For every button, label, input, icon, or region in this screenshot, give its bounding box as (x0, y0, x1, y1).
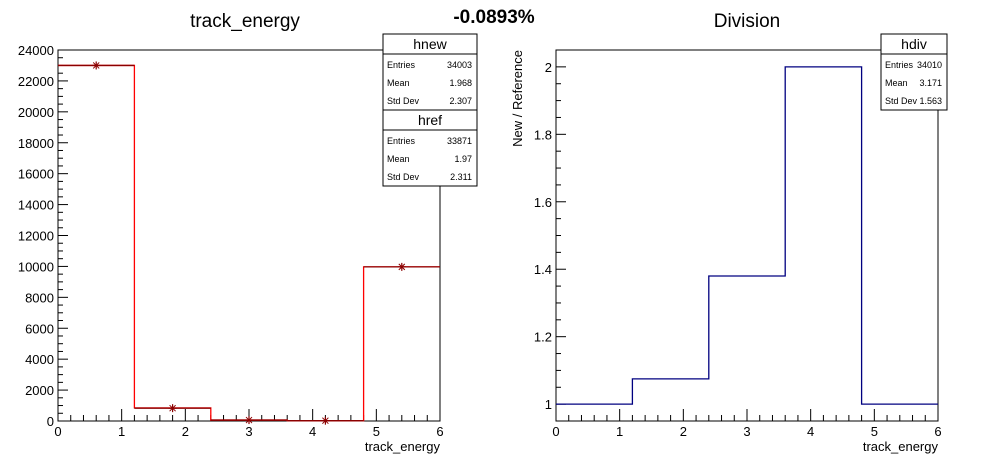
stats-label: Mean (387, 154, 410, 164)
stats-box-title: hnew (413, 36, 447, 52)
x-tick-label: 5 (871, 424, 878, 439)
series-href-point (210, 416, 288, 425)
y-tick-label: 18000 (18, 136, 54, 151)
stats-value: 1.563 (919, 96, 942, 106)
x-tick-label: 1 (616, 424, 623, 439)
series-href-point (363, 262, 440, 271)
stats-value: 34010 (917, 60, 942, 70)
series-href-point (134, 404, 211, 413)
y-tick-label: 4000 (25, 352, 54, 367)
stats-box-title: hdiv (901, 36, 927, 52)
stats-value: 1.97 (454, 154, 472, 164)
stats-label: Entries (387, 60, 416, 70)
y-axis-label: New / Reference (510, 50, 525, 147)
series-href-point (287, 416, 364, 425)
stats-value: 3.171 (919, 78, 942, 88)
y-tick-label: 1.6 (534, 195, 552, 210)
chart-title: track_energy (190, 11, 300, 32)
stats-label: Entries (885, 60, 914, 70)
x-tick-label: 6 (934, 424, 941, 439)
x-tick-label: 0 (54, 424, 61, 439)
chart-title: Division (714, 11, 781, 32)
y-tick-label: 6000 (25, 321, 54, 336)
x-tick-label: 0 (552, 424, 559, 439)
stats-box-hnew: hnew Entries 34003 Mean 1.968 Std Dev 2.307 (382, 33, 478, 111)
x-tick-label: 1 (118, 424, 125, 439)
x-tick-label: 3 (245, 424, 252, 439)
y-tick-label: 2000 (25, 383, 54, 398)
y-tick-label: 20000 (18, 105, 54, 120)
stats-label: Entries (387, 136, 416, 146)
stats-label: Mean (885, 78, 908, 88)
stats-box-frame (880, 33, 948, 111)
y-tick-label: 1.2 (534, 330, 552, 345)
x-axis-label: track_energy (863, 439, 939, 454)
stats-box-title: href (418, 112, 442, 128)
y-tick-label: 24000 (18, 43, 54, 58)
y-tick-label: 12000 (18, 229, 54, 244)
y-tick-label: 22000 (18, 74, 54, 89)
series-hdiv-line (556, 66, 938, 405)
y-tick-label: 16000 (18, 167, 54, 182)
x-tick-label: 2 (680, 424, 687, 439)
stats-value: 2.307 (449, 96, 472, 106)
stats-value: 34003 (447, 60, 472, 70)
y-tick-label: 10000 (18, 259, 54, 274)
x-tick-label: 4 (309, 424, 316, 439)
stats-label: Std Dev (885, 96, 918, 106)
y-tick-label: 14000 (18, 198, 54, 213)
y-tick-label: 2 (545, 60, 552, 75)
stats-value: 2.311 (450, 172, 472, 182)
x-tick-label: 4 (807, 424, 814, 439)
y-tick-label: 0 (47, 414, 54, 429)
stats-box-frame (382, 33, 478, 111)
stats-value: 1.968 (449, 78, 472, 88)
stats-label: Std Dev (387, 172, 420, 182)
y-tick-label: 1.4 (534, 262, 552, 277)
x-tick-label: 6 (436, 424, 443, 439)
stats-box-frame (382, 109, 478, 187)
stats-label: Std Dev (387, 96, 420, 106)
difference-percent: -0.0893% (453, 7, 534, 28)
x-tick-label: 3 (743, 424, 750, 439)
x-tick-label: 5 (373, 424, 380, 439)
y-tick-label: 1.8 (534, 127, 552, 142)
stats-label: Mean (387, 78, 410, 88)
stats-value: 33871 (447, 136, 472, 146)
y-tick-label: 1 (545, 397, 552, 412)
y-tick-label: 8000 (25, 290, 54, 305)
x-tick-label: 2 (182, 424, 189, 439)
x-axis-label: track_energy (365, 439, 441, 454)
series-href-point (58, 61, 135, 70)
